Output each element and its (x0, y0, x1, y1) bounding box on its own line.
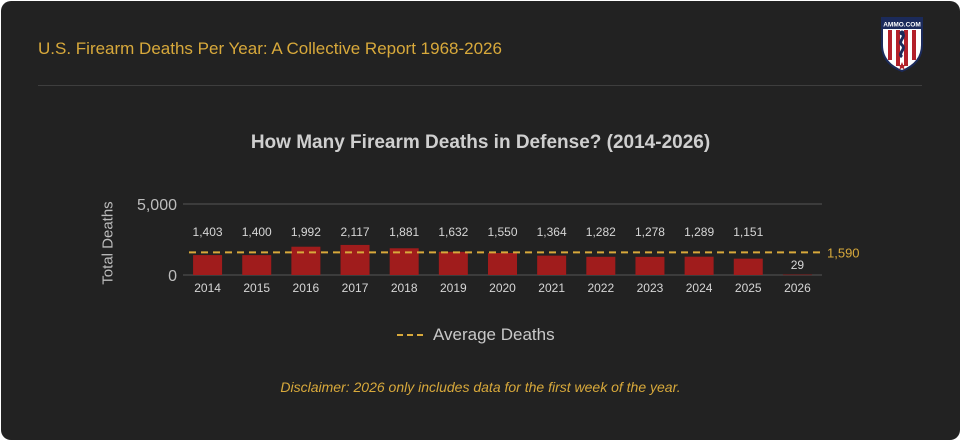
bar[interactable] (733, 258, 763, 275)
bar-value-label: 1,992 (291, 225, 321, 239)
chart-legend[interactable]: Average Deaths (397, 324, 555, 346)
y-tick-label: 0 (168, 268, 177, 285)
x-tick-label: 2025 (735, 281, 762, 295)
x-tick-label: 2024 (686, 281, 713, 295)
x-tick-label: 2017 (342, 281, 369, 295)
x-tick-label: 2021 (538, 281, 565, 295)
bar-value-label: 1,881 (389, 225, 419, 239)
bar-value-label: 1,632 (438, 225, 468, 239)
legend-label-average: Average Deaths (433, 325, 555, 344)
x-tick-label: 2023 (637, 281, 664, 295)
x-tick-label: 2018 (391, 281, 418, 295)
bar-value-label: 2,117 (340, 225, 369, 239)
page-title: U.S. Firearm Deaths Per Year: A Collecti… (38, 39, 502, 58)
bar[interactable] (193, 255, 223, 275)
bar[interactable] (537, 255, 567, 275)
bar[interactable] (782, 274, 812, 276)
bar-value-label: 1,278 (635, 225, 665, 239)
svg-text:AMMO.COM: AMMO.COM (883, 22, 921, 29)
x-tick-label: 2026 (784, 281, 811, 295)
bar-value-label: 1,151 (733, 225, 763, 239)
ammo-com-logo[interactable]: AMMO.COM (879, 15, 925, 73)
x-tick-label: 2019 (440, 281, 467, 295)
x-tick-label: 2015 (243, 281, 270, 295)
bar-value-label: 1,364 (537, 225, 567, 239)
legend-dashed-line-icon (397, 334, 423, 336)
x-tick-label: 2014 (194, 281, 221, 295)
bar[interactable] (684, 256, 714, 275)
bar-value-label: 29 (791, 258, 805, 272)
bar[interactable] (586, 256, 616, 275)
bar-value-label: 1,403 (193, 225, 223, 239)
header-divider (38, 85, 922, 86)
bar[interactable] (242, 255, 272, 275)
bar[interactable] (635, 256, 665, 275)
bar[interactable] (488, 252, 517, 275)
x-tick-label: 2022 (587, 281, 614, 295)
bar-value-label: 1,289 (684, 225, 714, 239)
bar[interactable] (438, 251, 468, 275)
x-tick-label: 2020 (489, 281, 516, 295)
chart-title: How Many Firearm Deaths in Defense? (201… (250, 132, 711, 153)
x-tick-label: 2016 (293, 281, 320, 295)
bar-value-label: 1,400 (242, 225, 272, 239)
bar[interactable] (340, 244, 370, 275)
y-tick-label: 5,000 (137, 197, 177, 214)
bar-value-label: 1,550 (487, 225, 517, 239)
disclaimer-text: Disclaimer: 2026 only includes data for … (280, 379, 681, 395)
average-value-label: 1,590 (827, 245, 860, 260)
bar-value-label: 1,282 (586, 225, 616, 239)
bar[interactable] (291, 246, 321, 275)
